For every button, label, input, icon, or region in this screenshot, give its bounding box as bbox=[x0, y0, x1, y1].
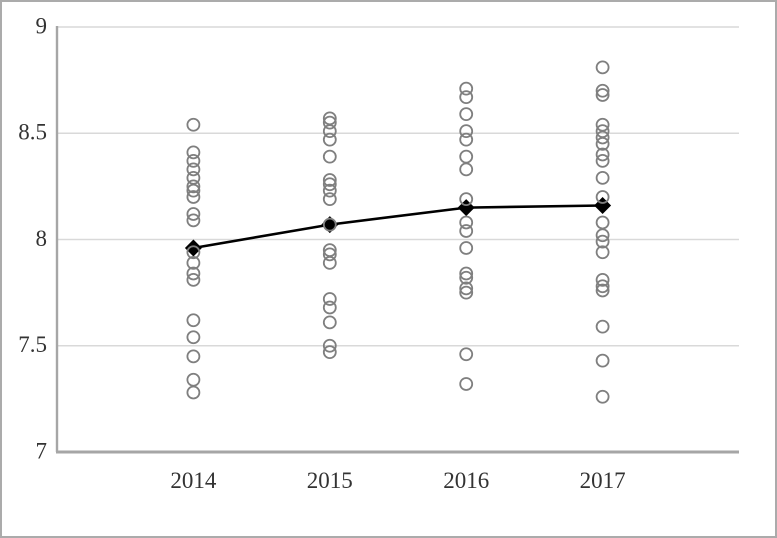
data-point-circle bbox=[459, 266, 474, 281]
data-point-circle bbox=[595, 190, 610, 204]
y-tick-label: 9 bbox=[36, 13, 48, 38]
data-point-circle bbox=[186, 153, 201, 168]
data-point-circle bbox=[186, 179, 201, 194]
data-point-circle bbox=[459, 124, 474, 139]
mean-diamond-marker bbox=[184, 239, 202, 257]
data-point-circle bbox=[322, 183, 337, 198]
data-point-circle bbox=[322, 149, 337, 164]
data-point-circle bbox=[459, 192, 474, 207]
data-point-circle bbox=[322, 132, 337, 147]
x-tick-label: 2015 bbox=[307, 468, 353, 493]
data-point-circle bbox=[595, 147, 610, 162]
data-point-circle bbox=[322, 255, 337, 270]
data-point-circle bbox=[459, 347, 474, 362]
data-point-circle bbox=[322, 292, 337, 306]
data-point-circle bbox=[595, 88, 610, 102]
data-point-circle bbox=[595, 228, 610, 243]
data-point-circle bbox=[186, 330, 201, 345]
data-point-circle bbox=[322, 300, 337, 315]
data-point-circle bbox=[459, 270, 474, 285]
data-point-circle bbox=[459, 377, 474, 391]
data-point-circle bbox=[459, 90, 474, 105]
data-point-circle bbox=[595, 283, 610, 298]
data-point-circle bbox=[595, 136, 610, 151]
data-point-circle bbox=[459, 241, 474, 255]
data-point-circle bbox=[322, 173, 337, 187]
y-tick-label: 8.5 bbox=[18, 120, 47, 145]
data-point-circle bbox=[322, 247, 337, 262]
data-point-circle bbox=[322, 217, 337, 232]
data-point-circle bbox=[459, 281, 474, 296]
data-point-circle bbox=[186, 207, 201, 221]
data-point-circle bbox=[186, 255, 201, 270]
data-point-circle bbox=[459, 224, 474, 238]
data-point-circle bbox=[459, 162, 474, 177]
data-point-circle bbox=[595, 215, 610, 230]
data-point-circle bbox=[322, 345, 337, 360]
data-point-circle bbox=[459, 81, 474, 96]
data-point-circle bbox=[186, 162, 201, 177]
data-point-circle bbox=[595, 279, 610, 294]
data-point-circle bbox=[595, 60, 610, 75]
data-point-circle bbox=[595, 245, 610, 260]
y-tick-label: 7 bbox=[36, 438, 48, 463]
x-tick-label: 2014 bbox=[170, 468, 217, 493]
data-point-circle bbox=[186, 385, 201, 400]
data-point-circle bbox=[595, 319, 610, 334]
data-point-circle bbox=[459, 132, 474, 147]
data-point-circle bbox=[186, 145, 201, 160]
data-point-circle bbox=[186, 117, 201, 132]
x-tick-label: 2017 bbox=[580, 468, 626, 493]
data-point-circle bbox=[595, 153, 610, 168]
data-point-circle bbox=[322, 115, 337, 130]
data-point-circle bbox=[595, 234, 610, 249]
data-point-circle bbox=[459, 215, 474, 230]
data-point-circle bbox=[595, 272, 610, 287]
data-point-circle bbox=[322, 338, 337, 353]
data-point-circle bbox=[595, 83, 610, 98]
data-point-circle bbox=[186, 349, 201, 364]
data-point-circle bbox=[595, 170, 610, 185]
data-point-circle bbox=[322, 315, 337, 330]
data-point-circle bbox=[322, 124, 337, 139]
data-point-circle bbox=[186, 245, 201, 260]
data-point-circle bbox=[459, 107, 474, 122]
data-point-circle bbox=[322, 177, 337, 192]
data-point-circle bbox=[459, 149, 474, 164]
y-tick-label: 8 bbox=[36, 226, 48, 251]
data-point-circle bbox=[186, 213, 201, 228]
data-point-circle bbox=[595, 353, 610, 368]
data-point-circle bbox=[186, 266, 201, 281]
data-point-circle bbox=[186, 313, 201, 328]
y-tick-label: 7.5 bbox=[18, 332, 47, 357]
mean-line bbox=[193, 204, 603, 250]
data-point-circle bbox=[595, 389, 610, 404]
data-point-circle bbox=[186, 183, 201, 198]
data-point-circle bbox=[186, 372, 201, 387]
data-point-circle bbox=[186, 190, 201, 204]
data-point-circle bbox=[595, 130, 610, 145]
data-point-circle bbox=[186, 272, 201, 287]
x-tick-label: 2016 bbox=[443, 468, 489, 493]
data-point-circle bbox=[459, 285, 474, 300]
data-point-circle bbox=[322, 192, 337, 207]
